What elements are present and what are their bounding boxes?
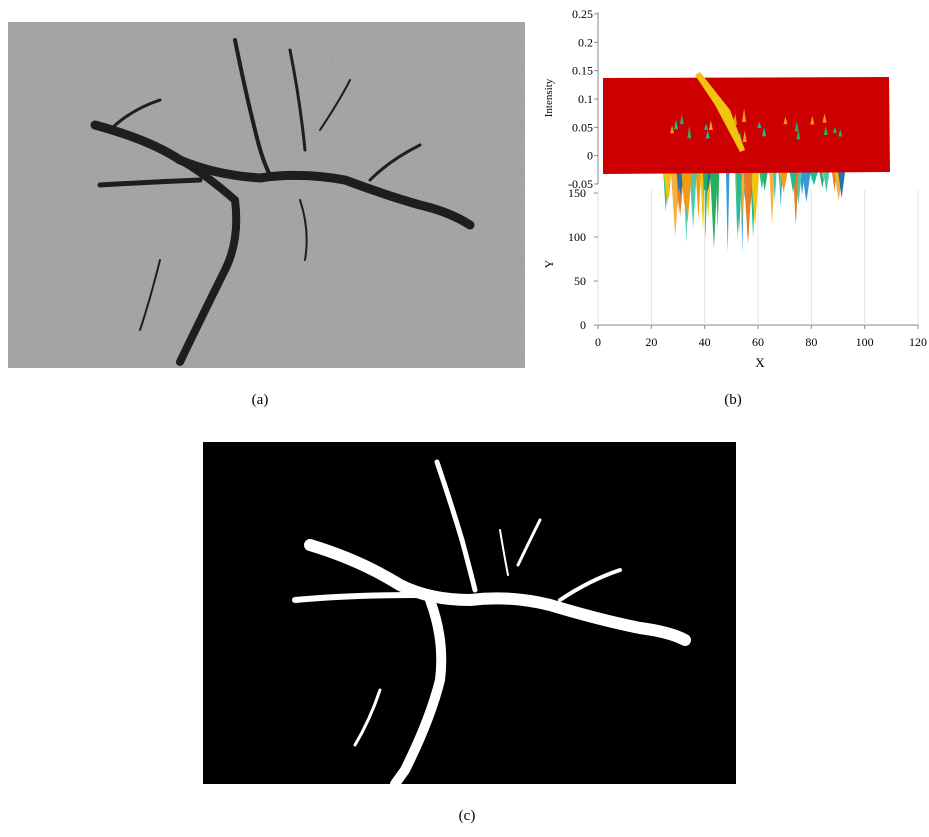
- plane-spike: [796, 129, 801, 140]
- plane-spike: [687, 125, 692, 139]
- spike: [789, 172, 797, 193]
- plane-marks: [670, 72, 843, 152]
- plane-spike: [783, 116, 788, 125]
- plane-spike: [794, 120, 799, 132]
- spike: [683, 172, 692, 224]
- spike: [676, 172, 681, 192]
- plane-spike: [762, 127, 767, 137]
- spike: [663, 172, 672, 205]
- plane-spike: [823, 125, 828, 135]
- plane-spike: [822, 113, 827, 123]
- spike: [750, 172, 760, 227]
- spike: [769, 172, 775, 225]
- x-tick-label: 0: [595, 335, 601, 349]
- spike: [773, 172, 777, 203]
- plane: [603, 77, 890, 174]
- spike: [743, 172, 753, 245]
- spike: [695, 172, 702, 220]
- x-tick-label: 120: [909, 335, 927, 349]
- z-tick-label: 0.05: [572, 120, 593, 134]
- plane-spike: [704, 123, 709, 130]
- x-axis-label: X: [755, 355, 765, 370]
- spike: [735, 172, 742, 234]
- x-tick-label: 80: [805, 335, 817, 349]
- panel-label: (a): [252, 392, 269, 408]
- z-tick-label: -0.05: [568, 177, 593, 191]
- spike: [689, 172, 697, 228]
- y-tick-label: 150: [568, 186, 586, 200]
- x-tick-label: 60: [752, 335, 764, 349]
- z-tick-label: 0: [587, 149, 593, 163]
- spike: [716, 172, 720, 230]
- z-axis-label: Intensity: [543, 78, 555, 117]
- spike: [759, 172, 765, 190]
- surface-spikes: [663, 172, 846, 254]
- plane-spike: [757, 121, 762, 128]
- spike: [793, 172, 799, 223]
- panel-label: (b): [724, 392, 742, 408]
- y-tick-label: 0: [580, 318, 586, 332]
- y-axis-label: Y: [542, 259, 556, 268]
- plane-spike: [674, 119, 679, 130]
- spike: [740, 172, 746, 221]
- plane-spike: [810, 115, 815, 125]
- z-tick-label: 0.25: [572, 7, 593, 21]
- panel-label: (c): [459, 808, 476, 824]
- spike: [725, 172, 730, 253]
- plane-spike: [679, 114, 684, 125]
- spike: [779, 172, 788, 193]
- mask-c: [203, 442, 736, 789]
- plane-spike: [742, 108, 747, 122]
- z-tick-label: 0.2: [578, 35, 593, 49]
- z-tick-label: 0.1: [578, 92, 593, 106]
- plane-spike: [708, 119, 713, 131]
- plane-spike: [832, 126, 837, 133]
- surface-plot: [594, 12, 919, 329]
- y-tick-label: 50: [574, 274, 586, 288]
- spike: [838, 172, 846, 199]
- photo-a: [8, 22, 525, 368]
- plane-spike: [838, 129, 843, 137]
- spike: [809, 172, 818, 186]
- x-tick-label: 20: [645, 335, 657, 349]
- x-tick-label: 40: [699, 335, 711, 349]
- plane-spike: [695, 72, 745, 152]
- spike: [823, 172, 830, 193]
- spike: [802, 172, 811, 203]
- plane-spike: [670, 125, 675, 134]
- plane-spike: [705, 130, 710, 139]
- x-tick-label: 100: [856, 335, 874, 349]
- y-tick-label: 100: [568, 230, 586, 244]
- spike: [710, 172, 718, 249]
- plane-spike: [742, 130, 747, 143]
- z-tick-label: 0.15: [572, 64, 593, 78]
- spike: [702, 172, 708, 241]
